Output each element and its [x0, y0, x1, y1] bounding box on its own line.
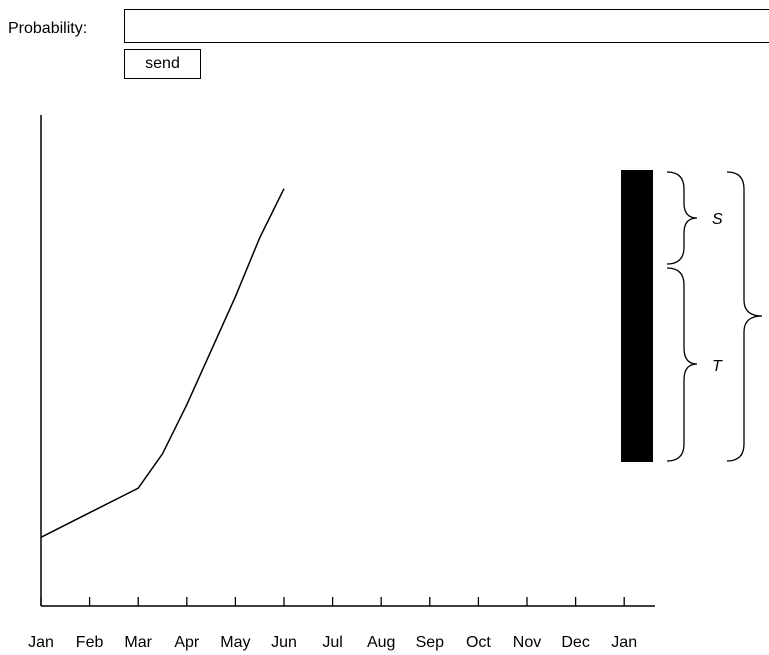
brace-s-icon — [666, 171, 698, 265]
x-ticks — [40, 597, 625, 606]
probability-label: Probability: — [8, 20, 88, 37]
send-button[interactable]: send — [124, 49, 201, 79]
x-tick-label: Feb — [76, 634, 104, 651]
x-tick-label: Apr — [174, 634, 200, 651]
x-tick-label: Aug — [367, 634, 395, 651]
x-tick-label: Mar — [124, 634, 152, 651]
x-tick-labels: Jan Feb Mar Apr May Jun Jul Aug Sep Oct Nov Dec Jan — [28, 634, 637, 651]
x-tick-label: Sep — [416, 634, 445, 651]
x-tick-label: Oct — [466, 634, 491, 651]
brace-t-icon — [666, 267, 698, 462]
x-tick-label: Jan — [28, 634, 54, 651]
x-tick-label: Jan — [611, 634, 637, 651]
brace-s-label: S — [712, 211, 723, 228]
x-tick-label: Jul — [322, 634, 342, 651]
brace-total-icon — [726, 171, 763, 462]
x-tick-label: Jun — [271, 634, 297, 651]
x-tick-label: Dec — [561, 634, 589, 651]
x-tick-label: Nov — [513, 634, 541, 651]
x-tick-label: May — [220, 634, 250, 651]
series-line — [40, 188, 285, 538]
brace-t-label: T — [712, 358, 723, 375]
probability-bar — [621, 170, 653, 462]
probability-input[interactable] — [124, 9, 769, 43]
